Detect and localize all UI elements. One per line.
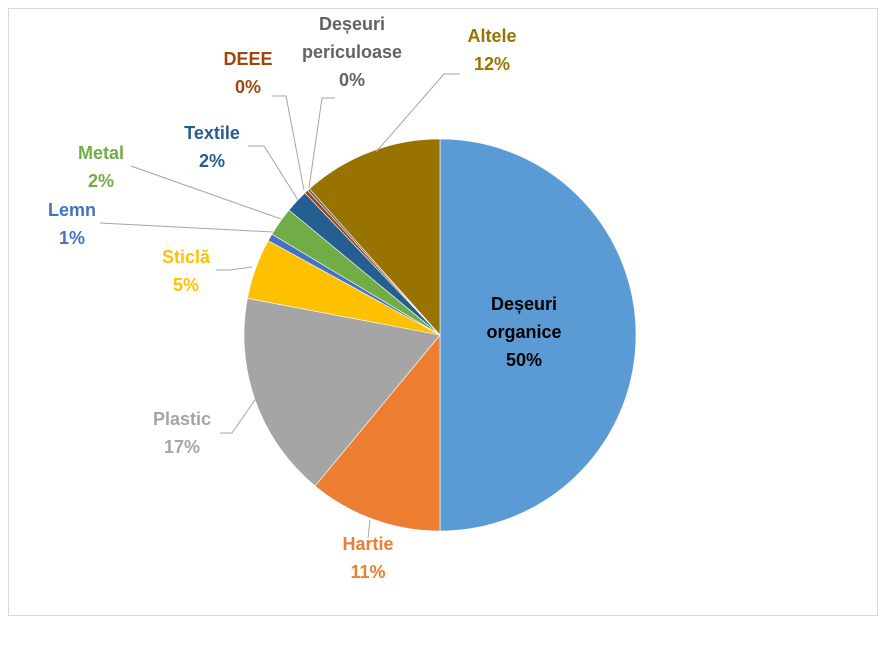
leader-line — [375, 73, 460, 153]
data-label-lemn: Lemn 1% — [48, 200, 96, 248]
leader-line — [220, 396, 258, 434]
data-label-deseuri-periculoase: Deșeuri periculoase 0% — [302, 14, 402, 90]
leader-line — [99, 222, 274, 233]
data-label-metal: Metal 2% — [78, 143, 124, 191]
leader-line — [367, 519, 371, 539]
data-label-deseuri-organice: Deșeuri organice 50% — [486, 294, 561, 370]
leader-line — [308, 97, 335, 189]
pie-slice-plastic — [243, 297, 441, 487]
pie-slice-altele — [309, 138, 441, 336]
data-label-altele: Altele 12% — [467, 26, 516, 74]
leader-line — [248, 145, 299, 201]
leader-line — [272, 95, 305, 191]
pie-slice-deseuri-organice — [439, 138, 637, 532]
data-label-deee: DEEE 0% — [223, 49, 272, 97]
data-label-sticla: Sticlă 5% — [162, 247, 211, 295]
leader-line — [130, 165, 282, 220]
data-label-plastic: Plastic 17% — [153, 409, 211, 457]
pie-slice-hartie — [314, 334, 441, 532]
data-label-textile: Textile 2% — [184, 123, 240, 171]
leader-line — [216, 266, 253, 271]
data-label-hartie: Hartie 11% — [342, 534, 393, 582]
